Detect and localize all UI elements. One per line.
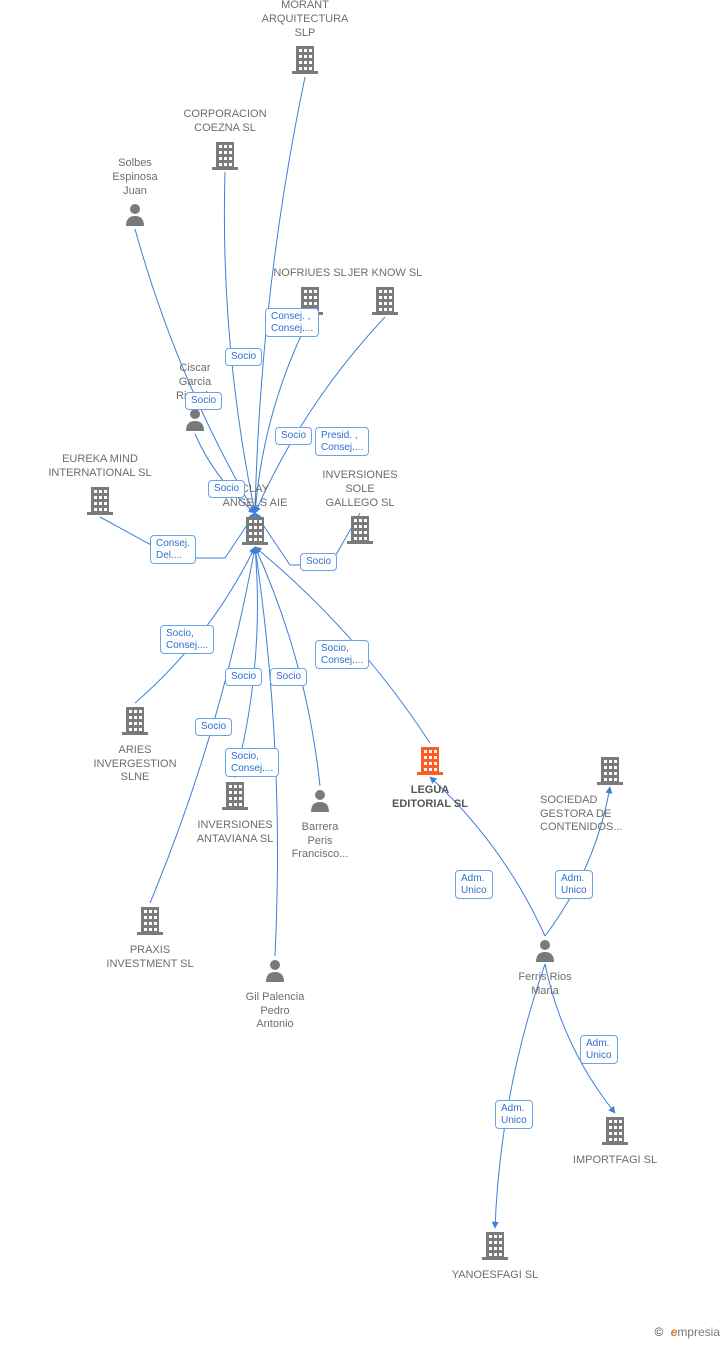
building-icon	[222, 801, 248, 813]
building-icon	[597, 776, 623, 788]
node-inv_sole[interactable]: INVERSIONESSOLEGALLEGO SL	[290, 469, 430, 549]
node-label: CORPORACIONCOEZNA SL	[155, 108, 295, 136]
edge-label-coezna-clay: Socio	[225, 348, 262, 366]
node-label: BarreraPerisFrancisco...	[250, 821, 390, 862]
building-icon	[347, 535, 373, 547]
brand-rest: mpresia	[677, 1325, 720, 1339]
edge-label-ferris-sociedad: Adm. Unico	[555, 870, 593, 899]
edge-label-nofriues-clay: Socio	[275, 427, 312, 445]
node-label: Gil PalenciaPedroAntonio	[205, 991, 345, 1032]
building-icon	[242, 536, 268, 548]
person-icon	[309, 803, 331, 815]
edge-label-morant-clay: Consej. , Consej....	[265, 308, 319, 337]
node-label: Ferris RiosMaria	[475, 971, 615, 999]
building-icon	[87, 506, 113, 518]
node-yanoesfagi[interactable]: YANOESFAGI SL	[425, 1230, 565, 1283]
node-jerknow[interactable]: JER KNOW SL	[315, 267, 455, 320]
edge-label-gil-clay: Socio, Consej....	[225, 748, 279, 777]
edge-inv_ant-clay	[235, 547, 257, 778]
node-aries[interactable]: ARIESINVERGESTIONSLNE	[65, 705, 205, 785]
node-ferris[interactable]: Ferris RiosMaria	[475, 938, 615, 998]
edge-label-ferris-importfagi: Adm. Unico	[580, 1035, 618, 1064]
building-icon	[482, 1251, 508, 1263]
node-sociedad[interactable]: SOCIEDADGESTORA DECONTENIDOS...	[540, 755, 680, 835]
copyright-symbol: ©	[654, 1325, 663, 1339]
edge-label-solbes-clay: Socio	[185, 392, 222, 410]
edge-label-praxis-clay: Socio	[195, 718, 232, 736]
edge-label-inv_sole-clay: Socio	[300, 553, 337, 571]
edge-ferris-yanoesfagi	[495, 964, 545, 1228]
person-icon	[124, 217, 146, 229]
node-importfagi[interactable]: IMPORTFAGI SL	[545, 1115, 685, 1168]
node-morant[interactable]: MORANTARQUITECTURASLP	[235, 0, 375, 79]
edge-label-eureka-clay: Consej. Del....	[150, 535, 196, 564]
edge-label-ciscar-clay: Socio	[208, 480, 245, 498]
node-label: SolbesEspinosaJuan	[65, 157, 205, 198]
edge-label-legua-clay: Socio, Consej....	[315, 640, 369, 669]
person-icon	[264, 973, 286, 985]
edge-label-aries-clay: Socio, Consej....	[160, 625, 214, 654]
building-icon	[292, 65, 318, 77]
node-gil[interactable]: Gil PalenciaPedroAntonio	[205, 958, 345, 1032]
building-icon	[137, 926, 163, 938]
building-icon	[372, 306, 398, 318]
node-label: SOCIEDADGESTORA DECONTENIDOS...	[540, 794, 680, 835]
edge-label-ferris-yanoesfagi: Adm. Unico	[495, 1100, 533, 1129]
edge-label-barrera-clay: Socio	[270, 668, 307, 686]
node-eureka[interactable]: EUREKA MINDINTERNATIONAL SL	[30, 453, 170, 519]
building-icon	[122, 726, 148, 738]
person-icon	[534, 953, 556, 965]
network-diagram: MORANTARQUITECTURASLP CORPORACIONCOEZNA …	[0, 0, 728, 1345]
node-label: MORANTARQUITECTURASLP	[235, 0, 375, 40]
node-legua[interactable]: LEGUAEDITORIAL SL	[360, 745, 500, 811]
edge-label-ferris-legua: Adm. Unico	[455, 870, 493, 899]
node-label: INVERSIONESSOLEGALLEGO SL	[290, 469, 430, 510]
node-solbes[interactable]: SolbesEspinosaJuan	[65, 157, 205, 231]
node-label: YANOESFAGI SL	[425, 1269, 565, 1283]
node-label: ARIESINVERGESTIONSLNE	[65, 744, 205, 785]
building-icon	[602, 1136, 628, 1148]
node-label: EUREKA MINDINTERNATIONAL SL	[30, 453, 170, 481]
node-label: IMPORTFAGI SL	[545, 1154, 685, 1168]
node-label: PRAXISINVESTMENT SL	[80, 944, 220, 972]
node-praxis[interactable]: PRAXISINVESTMENT SL	[80, 905, 220, 971]
edge-coezna-clay	[224, 172, 255, 513]
watermark: © empresia	[654, 1325, 720, 1339]
person-icon	[184, 422, 206, 434]
building-icon	[212, 161, 238, 173]
edge-label-inv_ant-clay: Socio	[225, 668, 262, 686]
building-icon	[417, 766, 443, 778]
node-label: LEGUAEDITORIAL SL	[360, 784, 500, 812]
edge-label-jerknow-clay: Presid. , Consej....	[315, 427, 369, 456]
node-label: JER KNOW SL	[315, 267, 455, 281]
